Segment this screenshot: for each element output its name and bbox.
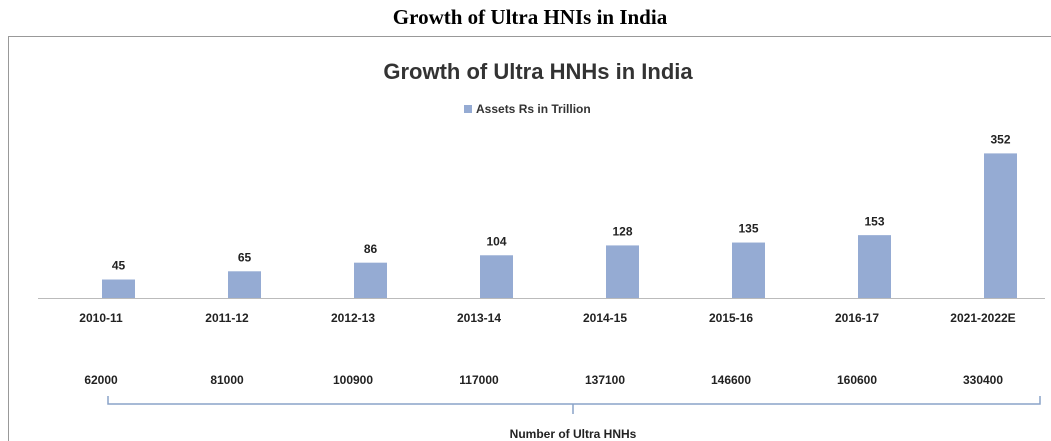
data-label: 104 (486, 234, 506, 248)
chart-title: Growth of Ultra HNHs in India (383, 59, 693, 84)
data-label: 153 (864, 214, 884, 228)
bar (984, 153, 1017, 298)
bar (858, 235, 891, 298)
page-heading: Growth of Ultra HNIs in India (393, 5, 668, 29)
count-label: 137100 (585, 373, 625, 387)
data-label: 128 (612, 225, 632, 239)
count-label: 62000 (84, 373, 118, 387)
bar (354, 262, 387, 298)
legend-label: Assets Rs in Trillion (476, 102, 591, 116)
bar (732, 242, 765, 298)
x-tick-label: 2015-16 (709, 311, 753, 325)
x-tick-label: 2012-13 (331, 311, 375, 325)
bar (480, 255, 513, 298)
bar (228, 271, 261, 298)
x-tick-label: 2011-12 (205, 311, 249, 325)
chart-frame (8, 36, 1051, 441)
x-tick-label: 2013-14 (457, 311, 501, 325)
bar (102, 279, 135, 298)
count-label: 146600 (711, 373, 751, 387)
count-label: 330400 (963, 373, 1003, 387)
bar (606, 245, 639, 298)
count-label: 100900 (333, 373, 373, 387)
data-label: 352 (990, 133, 1010, 147)
x-tick-label: 2021-2022E (950, 311, 1015, 325)
data-label: 135 (738, 222, 758, 236)
count-label: 81000 (210, 373, 244, 387)
data-label: 45 (112, 259, 126, 273)
x-tick-label: 2014-15 (583, 311, 627, 325)
count-label: 160600 (837, 373, 877, 387)
bracket (107, 396, 1041, 414)
x-tick-label: 2010-11 (79, 311, 123, 325)
legend-swatch (464, 105, 472, 113)
counts-label: Number of Ultra HNHs (510, 427, 637, 441)
count-label: 117000 (459, 373, 499, 387)
data-label: 65 (238, 250, 252, 264)
x-tick-label: 2016-17 (835, 311, 879, 325)
data-label: 86 (364, 242, 378, 256)
